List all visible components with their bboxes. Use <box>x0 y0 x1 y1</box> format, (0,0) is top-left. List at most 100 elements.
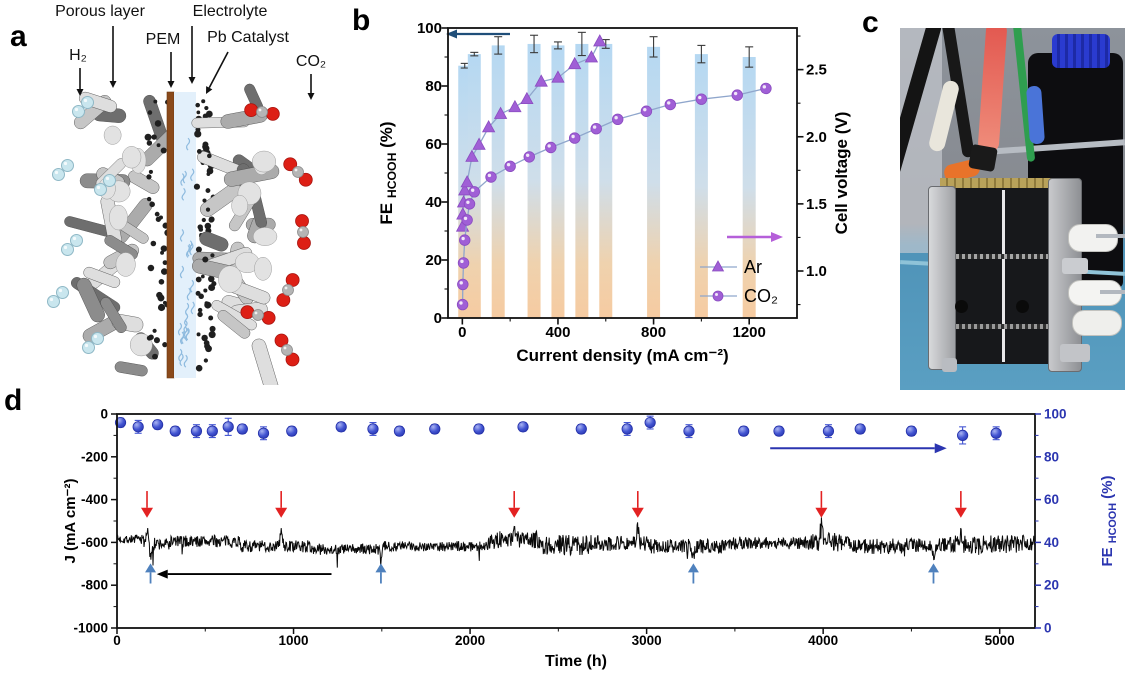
fe-sphere <box>517 421 529 433</box>
electrolyte-waves <box>177 137 195 368</box>
panel-c-photo <box>900 28 1125 390</box>
annotation-arrow-h2 <box>76 68 84 96</box>
fe-sphere <box>206 425 218 437</box>
fe-sphere <box>114 416 127 429</box>
photo-white-fitting <box>1068 224 1118 252</box>
annotation-arrow-electrolyte <box>188 26 196 84</box>
left-tick-label: 40 <box>425 194 442 211</box>
bar <box>647 46 661 318</box>
fe-sphere <box>429 423 441 435</box>
electrolyte-layer <box>174 92 196 378</box>
annotation-pb-catalyst: Pb Catalyst <box>207 29 289 46</box>
right-tick-label: 1.0 <box>806 263 827 280</box>
bar <box>599 43 613 318</box>
fe-sphere <box>957 429 969 442</box>
fe-sphere <box>393 425 406 437</box>
left-tick-label: 0 <box>100 407 108 422</box>
photo-red-sleeve <box>977 28 1008 153</box>
error-bar <box>649 36 658 58</box>
left-tick-label: 100 <box>417 20 442 37</box>
fe-sphere <box>132 421 144 433</box>
fe-sphere <box>222 421 234 433</box>
axes: 0 1000 2000 3000 4000 50000-200-400-600-800-1… <box>73 407 1066 649</box>
photo-plate-hole-2 <box>1016 300 1029 313</box>
annotation-h2: H₂ <box>69 47 87 64</box>
x-tick-label: 0 <box>458 324 466 341</box>
error-bar <box>470 51 479 57</box>
x-axis-title: Time (h) <box>545 653 607 670</box>
pb-catalyst-particles-2 <box>195 99 216 350</box>
left-tick-label: -400 <box>81 492 108 507</box>
porous-layer-left <box>64 91 180 377</box>
annotation-co2: CO₂ <box>296 53 326 70</box>
fe-sphere <box>367 423 379 435</box>
photo-cell-top-edge <box>940 178 1070 189</box>
fe-sphere <box>854 423 866 435</box>
fe-points <box>114 415 1002 445</box>
bar <box>527 43 541 318</box>
photo-bolt <box>942 358 957 372</box>
fe-sphere <box>473 423 485 435</box>
bar <box>694 54 708 318</box>
red-event-arrow <box>954 491 967 518</box>
legend: Ar CO₂ <box>700 257 778 306</box>
panel-label-a: a <box>10 20 27 53</box>
photo-outlet-tube <box>1096 234 1125 238</box>
red-event-arrow <box>631 491 644 518</box>
x-tick-label: 800 <box>641 324 666 341</box>
right-tick-label: 100 <box>1044 407 1067 422</box>
red-event-arrow <box>141 491 154 518</box>
red-event-arrow <box>275 491 288 518</box>
right-tick-label: 60 <box>1044 492 1059 507</box>
photo-plate-hole <box>955 300 968 313</box>
bar <box>551 45 565 319</box>
left-tick-label: -800 <box>81 578 108 593</box>
right-tick-label: 40 <box>1044 535 1059 550</box>
photo-end-plate-left <box>928 186 956 370</box>
x-tick-label: 400 <box>545 324 570 341</box>
photo-outlet-tube-2 <box>1100 290 1125 294</box>
fe-sphere <box>738 425 750 437</box>
co2-molecules <box>240 103 313 367</box>
bar <box>467 54 481 318</box>
photo-bottle-cap <box>1052 34 1110 68</box>
panel-a-schematic: Porous layer Electrolyte PEM Pb Catalyst H₂ C… <box>47 3 326 385</box>
fe-sphere <box>257 427 270 439</box>
annotation-electrolyte: Electrolyte <box>193 3 268 20</box>
photo-spring-row-2 <box>956 324 1048 329</box>
annotation-porous-layer: Porous layer <box>55 3 145 20</box>
j-trace <box>116 517 1036 568</box>
fe-sphere <box>575 423 587 435</box>
panel-b-chart: 0 400 800 1200 0 20 40 60 80 100 1.0 1.5 2.0 2.5 Curre… <box>377 20 851 365</box>
left-tick-label: 60 <box>425 136 442 153</box>
bars-group <box>458 31 756 319</box>
error-bar <box>494 36 503 55</box>
annotation-pem: PEM <box>146 31 181 48</box>
blue-event-arrow <box>927 563 939 584</box>
photo-cell-stack <box>944 188 1066 364</box>
left-tick-label: 20 <box>425 252 442 269</box>
annotation-arrow-co2 <box>307 74 315 100</box>
blue-event-arrow <box>145 563 157 584</box>
blue-event-arrow <box>687 563 699 584</box>
blue-event-arrow <box>375 563 387 584</box>
legend-label: CO₂ <box>744 286 778 306</box>
error-bar <box>601 39 610 49</box>
photo-end-plate-right <box>1048 178 1082 372</box>
fe-sphere <box>335 421 347 433</box>
annotation-arrow-porous-layer <box>109 26 117 88</box>
fe-sphere <box>190 425 203 437</box>
error-bar <box>697 44 706 64</box>
legend-marker-triangle <box>711 260 725 272</box>
fe-sphere <box>236 423 248 435</box>
legend-label: Ar <box>744 257 762 277</box>
right-tick-label: 2.5 <box>806 62 827 79</box>
right-tick-label: 2.0 <box>806 129 827 146</box>
photo-nut <box>1062 258 1088 274</box>
panel-label-d: d <box>4 384 23 417</box>
photo-white-fitting-3 <box>1072 310 1122 336</box>
x-axis-title: Current density (mA cm⁻²) <box>516 346 728 365</box>
left-tick-label: -600 <box>81 535 108 550</box>
photo-spring-row <box>956 254 1048 259</box>
left-tick-label: -200 <box>81 449 108 464</box>
